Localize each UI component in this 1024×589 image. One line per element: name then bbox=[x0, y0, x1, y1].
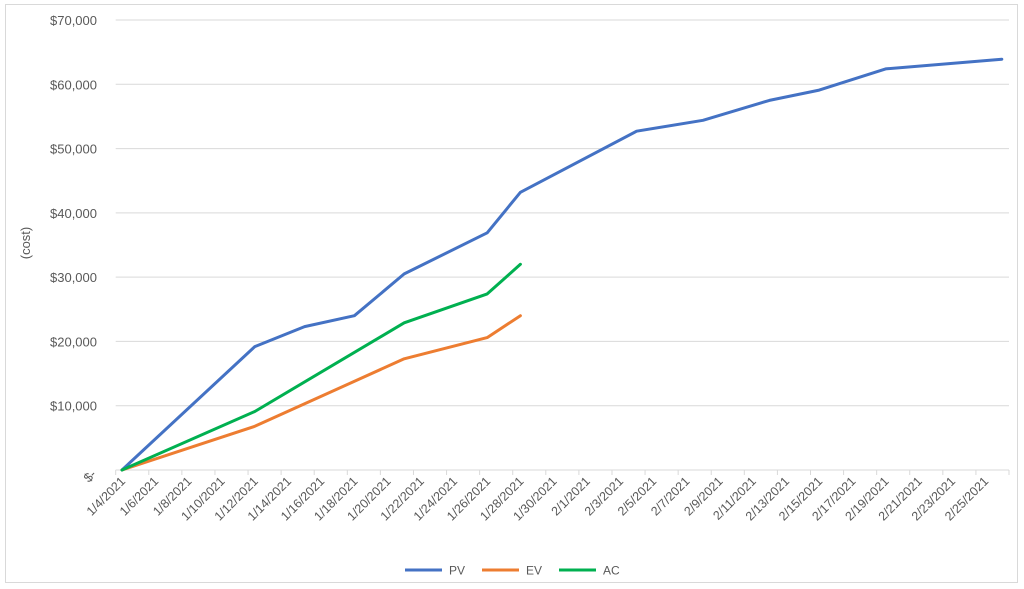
legend-label: EV bbox=[526, 564, 542, 578]
series-line-ev bbox=[120, 314, 522, 472]
y-tick-label: $20,000 bbox=[50, 334, 97, 349]
y-tick-label: $10,000 bbox=[50, 399, 97, 414]
series-line-ac bbox=[120, 262, 522, 472]
y-axis: $- $10,000 $20,000 $30,000 $40,000 $50,000 $60… bbox=[50, 13, 99, 485]
y-tick-label: $- bbox=[80, 467, 99, 486]
y-tick-label: $60,000 bbox=[50, 77, 97, 92]
legend-item-ev: EV bbox=[482, 564, 542, 578]
y-tick-label: $30,000 bbox=[50, 270, 97, 285]
legend-item-ac: AC bbox=[559, 564, 620, 578]
legend: PV EV AC bbox=[405, 564, 620, 578]
series-lines bbox=[120, 57, 1004, 472]
y-axis-title: (cost) bbox=[18, 227, 33, 260]
series-line-pv bbox=[120, 57, 1004, 472]
legend-item-pv: PV bbox=[405, 564, 465, 578]
chart-frame bbox=[5, 4, 1018, 583]
gridlines bbox=[115, 19, 1009, 471]
y-tick-label: $40,000 bbox=[50, 206, 97, 221]
y-tick-label: $70,000 bbox=[50, 13, 97, 28]
x-axis: 1/4/20211/6/20211/8/20211/10/20211/12/20… bbox=[84, 470, 1010, 523]
legend-label: PV bbox=[449, 564, 465, 578]
y-tick-label: $50,000 bbox=[50, 142, 97, 157]
legend-label: AC bbox=[603, 564, 620, 578]
